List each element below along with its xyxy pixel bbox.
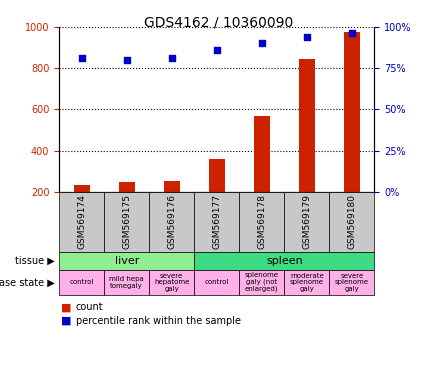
Text: count: count [76,302,103,312]
Text: GSM569174: GSM569174 [77,194,86,249]
Text: tissue ▶: tissue ▶ [15,256,55,266]
Point [78,55,85,61]
Point [349,30,356,36]
Text: ■: ■ [61,316,72,326]
Bar [164,180,180,233]
Text: GSM569176: GSM569176 [167,194,176,249]
Text: ■: ■ [61,302,72,312]
Bar [119,182,134,233]
Bar [254,116,270,233]
Text: disease state ▶: disease state ▶ [0,277,55,288]
Text: mild hepa
tomegaly: mild hepa tomegaly [110,276,144,289]
Point [213,47,220,53]
Point [304,34,311,40]
Text: control: control [70,280,94,285]
Text: severe
splenome
galy: severe splenome galy [335,273,369,292]
Text: GSM569178: GSM569178 [258,194,266,249]
Text: severe
hepatome
galy: severe hepatome galy [154,273,190,292]
Point [258,40,265,46]
Text: splenome
galy (not
enlarged): splenome galy (not enlarged) [245,272,279,293]
Text: GSM569180: GSM569180 [347,194,357,249]
Text: liver: liver [114,256,139,266]
Bar [299,59,315,233]
Bar [344,32,360,233]
Text: GSM569179: GSM569179 [302,194,311,249]
Bar [209,159,225,233]
Text: GDS4162 / 10360090: GDS4162 / 10360090 [145,15,293,29]
Text: moderate
splenome
galy: moderate splenome galy [290,273,324,292]
Point [123,57,130,63]
Point [168,55,175,61]
Text: spleen: spleen [266,256,303,266]
Text: percentile rank within the sample: percentile rank within the sample [76,316,241,326]
Text: GSM569177: GSM569177 [212,194,221,249]
Text: control: control [205,280,229,285]
Text: GSM569175: GSM569175 [122,194,131,249]
Bar [74,185,89,233]
